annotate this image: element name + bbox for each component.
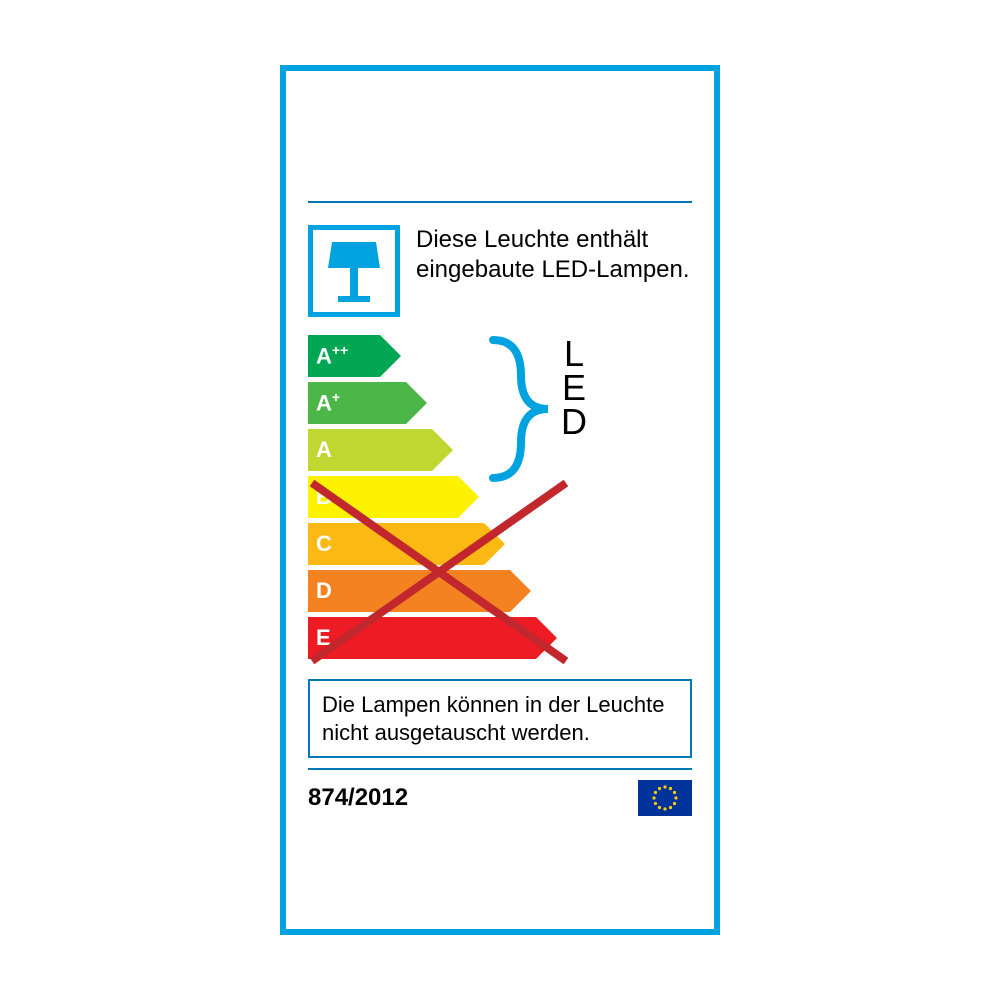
note-text: Die Lampen können in der Leuchte nicht a… (322, 692, 664, 745)
eu-flag-icon (638, 780, 692, 816)
energy-label-card: Diese Leuchte enthält eingebaute LED-Lam… (280, 65, 720, 935)
info-row: Diese Leuchte enthält eingebaute LED-Lam… (308, 225, 692, 317)
lamp-icon-box (308, 225, 400, 317)
footer-row: 874/2012 (308, 768, 692, 816)
excluded-cross (308, 335, 588, 675)
info-text: Diese Leuchte enthält eingebaute LED-Lam… (416, 225, 692, 285)
energy-chart: A++A+ABCDE LED (308, 335, 692, 665)
note-box: Die Lampen können in der Leuchte nicht a… (308, 679, 692, 758)
regulation-text: 874/2012 (308, 784, 408, 812)
brand-area (308, 93, 692, 203)
lamp-icon (324, 238, 384, 304)
